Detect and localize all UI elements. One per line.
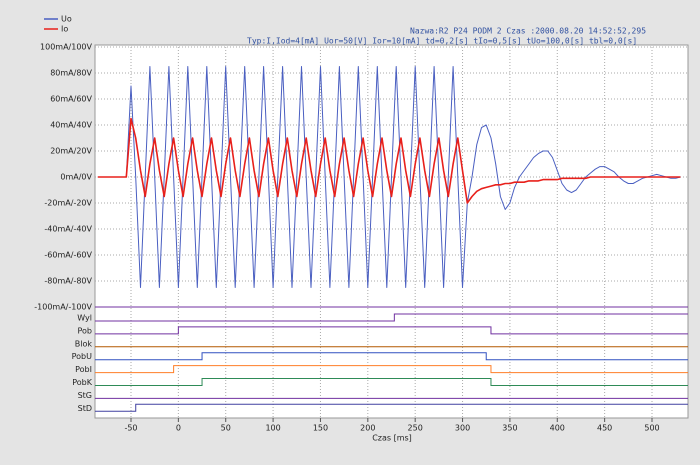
signal-label: StG (78, 391, 92, 400)
signal-trace (95, 313, 688, 322)
signal-label: PobK (72, 378, 93, 387)
y-tick-label: -20mA/-20V (44, 199, 92, 208)
y-tick-label: 100mA/100V (40, 43, 93, 52)
x-tick-label: 400 (550, 424, 565, 433)
series-line (97, 117, 681, 204)
signal-label: PobI (75, 365, 92, 374)
x-axis-label: Czas [ms] (372, 434, 412, 443)
x-tick-label: 300 (455, 424, 470, 433)
header: Nazwa:R2 P24 PODM 2 Czas :2000.08.20 14:… (410, 27, 646, 36)
signal-label: PobU (72, 352, 93, 361)
signal-trace (95, 352, 688, 361)
y-tick-label: 20mA/20V (50, 147, 92, 156)
x-tick-label: 200 (360, 424, 375, 433)
legend-label: Uo (61, 15, 72, 24)
signal-label: StD (78, 404, 92, 413)
y-tick-label: 60mA/60V (50, 95, 92, 104)
x-tick-label: 250 (408, 424, 423, 433)
subtitle: Typ:I,Iod=4[mA] Uor=50[V] Ior=10[mA] td=… (247, 37, 637, 46)
signal-label: Pob (77, 326, 92, 335)
x-tick-label: 50 (221, 424, 231, 433)
x-tick-label: 500 (644, 424, 659, 433)
x-tick-label: 350 (502, 424, 517, 433)
y-tick-label: -60mA/-60V (44, 251, 92, 260)
series-line (97, 66, 681, 288)
y-tick-label: -100mA/-100V (34, 303, 92, 312)
signal-trace (95, 365, 688, 374)
signal-trace (95, 378, 688, 386)
plot-area (94, 44, 689, 419)
signal-label: Blok (75, 339, 93, 348)
y-tick-label: 80mA/80V (50, 69, 92, 78)
y-tick-label: 0mA/0V (60, 173, 92, 182)
signal-label: Wyl (77, 314, 92, 323)
signal-trace (95, 326, 688, 335)
x-tick-label: 150 (313, 424, 328, 433)
x-tick-label: -50 (124, 424, 137, 433)
y-tick-label: 40mA/40V (50, 121, 92, 130)
legend-label: Io (61, 25, 68, 34)
x-tick-label: 100 (265, 424, 280, 433)
x-tick-label: 450 (597, 424, 612, 433)
y-tick-label: -80mA/-80V (44, 277, 92, 286)
x-tick-label: 0 (176, 424, 181, 433)
signal-trace (95, 403, 688, 412)
y-tick-label: -40mA/-40V (44, 225, 92, 234)
